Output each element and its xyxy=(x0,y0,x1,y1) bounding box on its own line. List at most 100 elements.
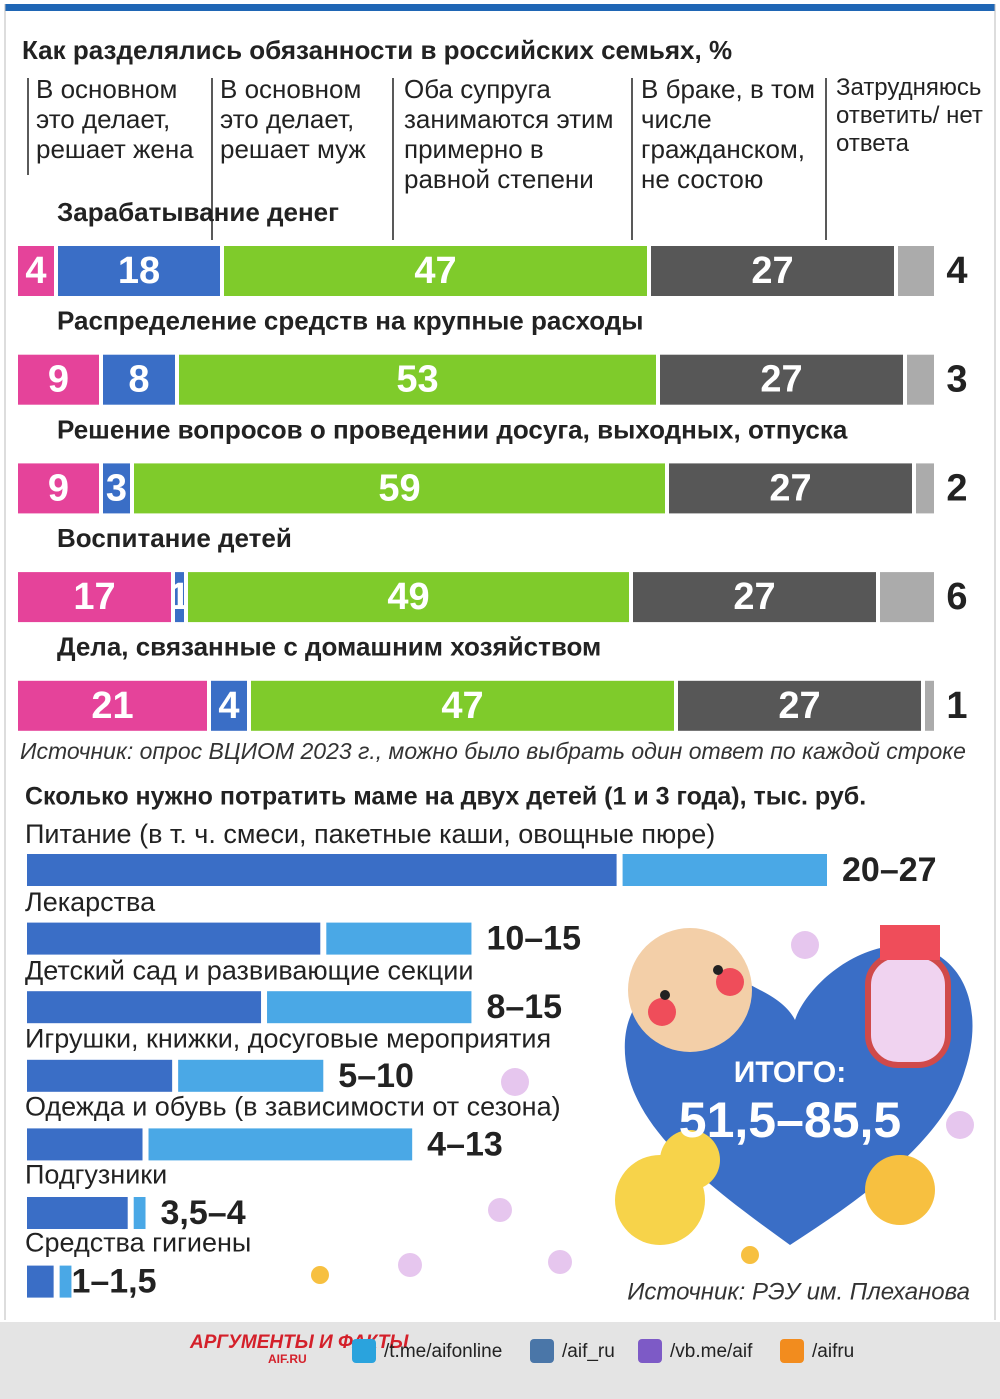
total: 51,5–85,5 xyxy=(679,1092,901,1148)
value-label: 3,5–4 xyxy=(161,1194,246,1232)
legend-entry: Затрудняюсь ответить/ нет ответа xyxy=(836,74,983,157)
bar-segment xyxy=(103,354,175,405)
category-label: Питание (в т. ч. смеси, пакетные каши, о… xyxy=(25,819,715,849)
value-label: 18 xyxy=(118,250,160,292)
value-label: 53 xyxy=(396,359,438,401)
icon xyxy=(638,1339,662,1363)
bar-low xyxy=(27,1059,173,1092)
bar-segment xyxy=(678,680,921,731)
value-label: 1 xyxy=(946,685,967,727)
bar-low xyxy=(27,854,617,886)
row-label: Воспитание детей xyxy=(57,523,292,553)
category-label: Одежда и обувь (в зависимости от сезона) xyxy=(25,1092,561,1122)
bar-segment xyxy=(18,680,207,731)
value-label: 5–10 xyxy=(338,1057,414,1095)
bar-range xyxy=(59,1265,72,1298)
value-label: 8 xyxy=(128,359,149,401)
bar-segment xyxy=(175,572,184,623)
value-label: 17 xyxy=(73,576,115,618)
bar-segment xyxy=(18,572,171,623)
legend-entry: В браке, в том числе гражданском, не сос… xyxy=(641,74,815,194)
value-label: 8–15 xyxy=(486,988,562,1026)
icon xyxy=(780,1339,804,1363)
value-label: 9 xyxy=(48,467,69,509)
legend-entry: В основном это делает, решает муж xyxy=(220,74,366,164)
bar-segment xyxy=(211,680,247,731)
bar-segment xyxy=(907,354,934,405)
value-label: 47 xyxy=(414,250,456,292)
icon xyxy=(352,1339,376,1363)
bar-segment xyxy=(251,680,674,731)
value-label: 9 xyxy=(48,359,69,401)
bar-range xyxy=(326,922,472,955)
value-label: 27 xyxy=(733,576,775,618)
bar-low xyxy=(27,1265,54,1298)
value-label: 27 xyxy=(760,359,802,401)
bar-segment xyxy=(651,246,894,296)
top-rule xyxy=(5,4,995,11)
source: Источник: опрос ВЦИОМ 2023 г., можно был… xyxy=(20,738,966,764)
legend-box: В основном это делает, решает жена xyxy=(36,74,194,164)
bar-low xyxy=(27,991,262,1024)
legend-box: Оба супруга занимаются этим примерно в р… xyxy=(404,74,614,194)
illustration xyxy=(311,925,974,1284)
footer xyxy=(0,1322,1000,1399)
row-label: Дела, связанные с домашним хозяйством xyxy=(57,632,601,662)
bar-low xyxy=(27,1197,128,1229)
bar-segment xyxy=(179,354,656,405)
value-label: 6 xyxy=(946,576,967,618)
value-label: 27 xyxy=(778,685,820,727)
bar-segment xyxy=(18,246,54,296)
bar-segment xyxy=(58,246,220,296)
chart-title: Как разделялись обязанности в российских… xyxy=(22,35,732,65)
source: Источник: РЭУ им. Плеханова xyxy=(627,1278,970,1305)
row-label: Зарабатывание денег xyxy=(57,197,339,227)
value-label: 21 xyxy=(91,685,133,727)
bar-low xyxy=(27,1128,143,1161)
category-label: Средства гигиены xyxy=(25,1228,251,1258)
value-label: 59 xyxy=(378,467,420,509)
bar-segment xyxy=(134,463,665,514)
value-label: 27 xyxy=(751,250,793,292)
link[interactable]: /aif_ru xyxy=(562,1341,615,1362)
total-label: ИТОГО: xyxy=(734,1056,846,1089)
bar-segment xyxy=(898,246,934,296)
bar-segment xyxy=(18,463,99,514)
bar-segment xyxy=(103,463,130,514)
legend-entry: Оба супруга занимаются этим примерно в р… xyxy=(404,74,614,194)
value-label: 3 xyxy=(106,467,127,509)
bar-segment xyxy=(188,572,629,623)
value-label: 4–13 xyxy=(427,1125,503,1163)
bar-range xyxy=(133,1197,146,1229)
bar-segment xyxy=(880,572,934,623)
bar-range xyxy=(622,854,827,886)
category-label: Игрушки, книжки, досуговые мероприятия xyxy=(25,1023,551,1053)
link[interactable]: /vb.me/aif xyxy=(670,1341,753,1362)
legend-box: В основном это делает, решает муж xyxy=(220,74,366,164)
value-label: 1–1,5 xyxy=(71,1263,156,1301)
bar-segment xyxy=(18,354,99,405)
link[interactable]: /t.me/aifonline xyxy=(384,1341,502,1362)
category-label: Детский сад и развивающие секции xyxy=(25,955,473,985)
bar-range xyxy=(148,1128,413,1161)
value-label: 47 xyxy=(441,685,483,727)
logo-site: AIF.RU xyxy=(268,1352,307,1366)
bar-segment xyxy=(224,246,647,296)
value-label: 2 xyxy=(946,467,967,509)
chart-title: Сколько нужно потратить маме на двух дет… xyxy=(25,783,866,811)
bar-range xyxy=(267,991,472,1024)
legend-box: Затрудняюсь ответить/ нет ответа xyxy=(836,74,983,157)
value-label: 4 xyxy=(25,250,46,292)
value-label: 27 xyxy=(769,467,811,509)
row-label: Распределение средств на крупные расходы xyxy=(57,306,644,336)
value-label: 20–27 xyxy=(842,851,937,889)
link[interactable]: /aifru xyxy=(812,1341,854,1362)
logo: АРГУМЕНТЫ И ФАКТЫ xyxy=(189,1332,409,1353)
bar-low xyxy=(27,922,321,955)
bar-segment xyxy=(916,463,934,514)
legend-box: В браке, в том числе гражданском, не сос… xyxy=(641,74,815,194)
value-label: 10–15 xyxy=(486,920,581,958)
bar-segment xyxy=(669,463,912,514)
